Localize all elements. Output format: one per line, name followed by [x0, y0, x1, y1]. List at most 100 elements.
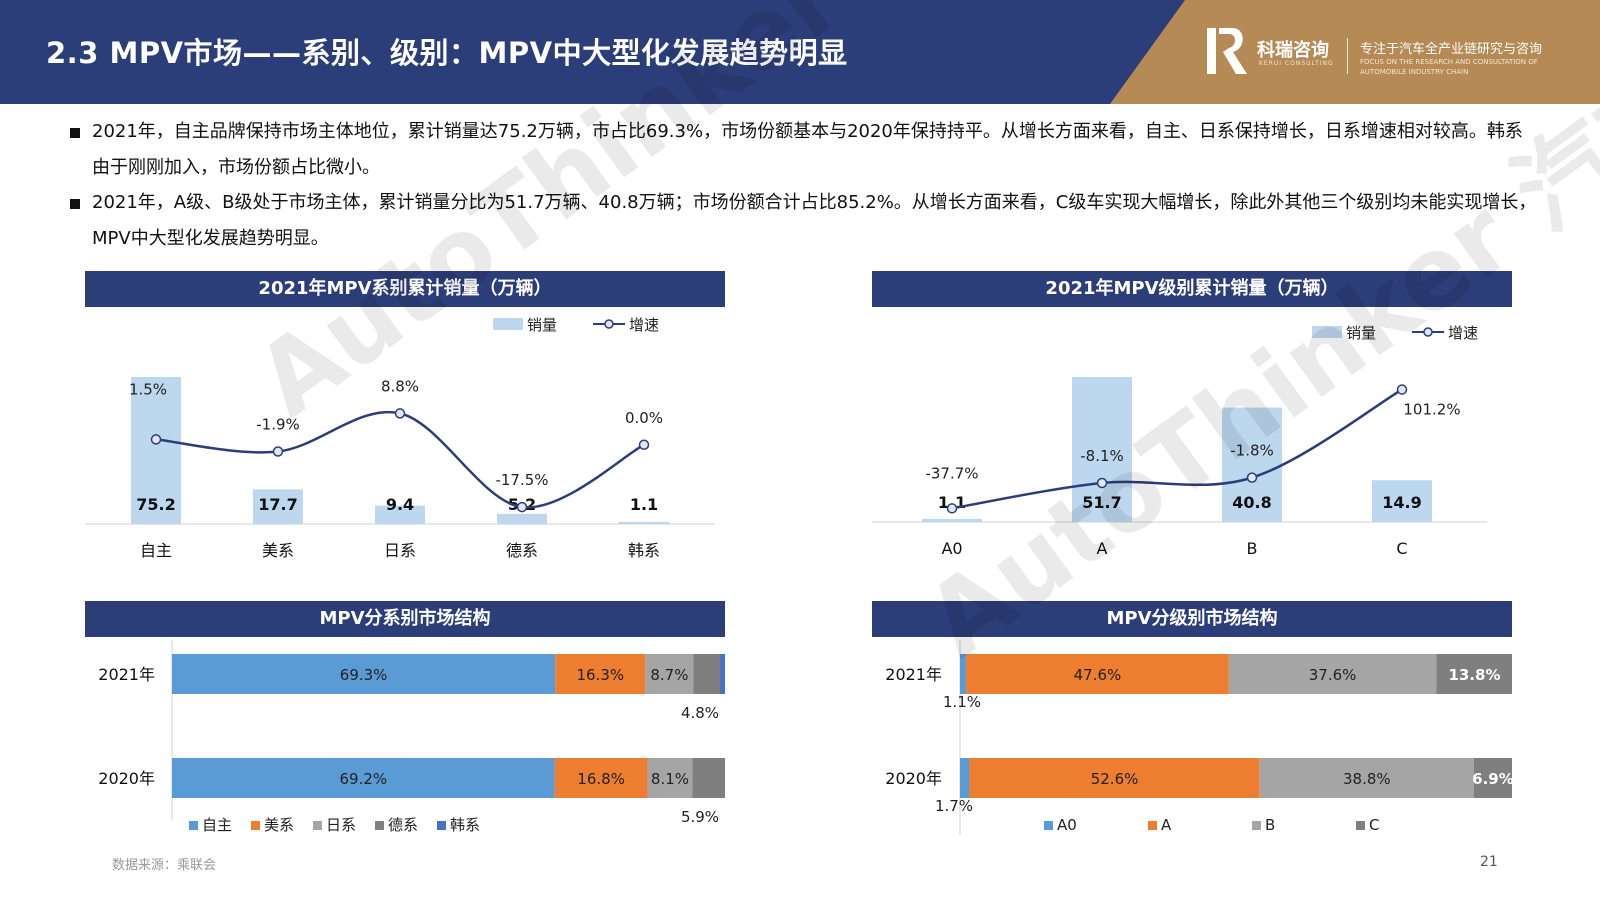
stack-segment: [647, 758, 693, 798]
bullet-2-text: 2021年，A级、B级处于市场主体，累计销量分比为51.7万辆、40.8万辆；市…: [92, 192, 1537, 249]
bullet-square-icon: [70, 128, 80, 138]
segment-label: 52.6%: [1091, 770, 1139, 788]
stack-segment: [645, 654, 694, 694]
stack-segment: [554, 758, 648, 798]
stack-segment: [969, 758, 1260, 798]
legend-label: 日系: [326, 816, 356, 834]
legend-label: 增速: [629, 316, 659, 334]
segment-label: 37.6%: [1309, 666, 1357, 684]
stack-segment: [693, 654, 721, 694]
segment-label: 16.3%: [576, 666, 624, 684]
bullet-1: 2021年，自主品牌保持市场主体地位，累计销量达75.2万辆，市占比69.3%，…: [70, 114, 1540, 186]
legend-marker: [604, 319, 614, 329]
category-label: 美系: [262, 541, 294, 560]
growth-point: [638, 439, 650, 450]
growth-point: [1396, 384, 1408, 395]
page-title: 2.3 MPV市场——系别、级别：MPV中大型化发展趋势明显: [46, 36, 848, 70]
category-label: 2020年: [885, 769, 942, 788]
category-label: 2020年: [98, 769, 155, 788]
tagline-english: FOCUS ON THE RESEARCH AND CONSULTATION O…: [1360, 58, 1538, 76]
legend-swatch: [251, 821, 260, 830]
stack-segment: [1228, 654, 1437, 694]
category-label: A: [1097, 539, 1108, 558]
growth-label: 0.0%: [625, 409, 663, 427]
category-label: 德系: [506, 541, 538, 560]
panel-title-origin-structure: MPV分系别市场结构: [85, 601, 725, 637]
growth-label: -1.9%: [256, 416, 300, 434]
category-label: 2021年: [885, 665, 942, 684]
stack-segment: [966, 654, 1229, 694]
segment-label: 16.8%: [577, 770, 625, 788]
stack-segment: [960, 654, 967, 694]
segment-label: 5.9%: [681, 808, 719, 826]
bar: [619, 521, 669, 524]
growth-line: [155, 410, 645, 509]
growth-point: [1246, 472, 1258, 483]
legend-swatch: [437, 821, 446, 830]
category-label: C: [1396, 539, 1407, 558]
segment-label: 47.6%: [1074, 666, 1122, 684]
tagline: 专注于汽车全产业链研究与咨询: [1360, 42, 1543, 57]
legend-swatch: [1148, 821, 1157, 830]
growth-point: [516, 501, 528, 513]
chart-origin-sales: 销量增速75.2自主17.7美系9.4日系5.2德系1.1韩系1.5%-1.9%…: [85, 316, 715, 560]
growth-point: [946, 503, 958, 514]
bar-value-label: 9.4: [386, 495, 414, 514]
legend-swatch: [189, 821, 198, 830]
growth-point: [272, 446, 284, 457]
stack-segment: [692, 758, 725, 798]
stack-segment: [172, 654, 556, 694]
growth-label: -8.1%: [1080, 447, 1124, 465]
page-number: 21: [1480, 854, 1498, 870]
bullet-1-text: 2021年，自主品牌保持市场主体地位，累计销量达75.2万辆，市占比69.3%，…: [92, 121, 1523, 178]
kerui-logo-icon: [1207, 28, 1247, 74]
legend-label: A: [1161, 816, 1172, 834]
legend-swatch: [1356, 821, 1365, 830]
growth-label: -1.8%: [1230, 442, 1274, 460]
legend-label: 德系: [388, 816, 418, 834]
growth-point: [150, 434, 162, 445]
segment-label: 4.8%: [681, 704, 719, 722]
chart-origin-structure: 2021年 69.3% 16.3% 8.7% 4.8% 2020年 69.2% 16.8% 8.…: [98, 640, 725, 834]
bar-value-label: 40.8: [1232, 493, 1271, 512]
bar: [922, 518, 982, 522]
bar: [131, 377, 181, 524]
stack-segment: [1436, 654, 1512, 694]
legend-swatch-bar: [1312, 326, 1342, 338]
stack-segment: [720, 654, 725, 694]
growth-point: [1096, 477, 1108, 489]
legend-label: 销量: [1346, 324, 1376, 342]
legend-swatch-bar: [493, 318, 523, 330]
legend-label: A0: [1057, 816, 1077, 834]
legend-swatch: [1044, 821, 1053, 830]
category-label: 2021年: [98, 665, 155, 684]
bar: [375, 505, 425, 524]
segment-label: 1.1%: [943, 693, 981, 711]
growth-label: -37.7%: [925, 464, 978, 482]
growth-label: 1.5%: [129, 380, 167, 398]
segment-label: 1.7%: [935, 797, 973, 815]
legend-label: 自主: [202, 816, 232, 834]
stack-segment: [555, 654, 646, 694]
segment-label: 8.1%: [651, 770, 689, 788]
segment-label: 69.2%: [340, 770, 388, 788]
category-label: A0: [941, 539, 962, 558]
bar: [1372, 480, 1432, 522]
legend-swatch: [375, 821, 384, 830]
bar: [1072, 377, 1132, 522]
stack-segment: [1259, 758, 1474, 798]
category-label: B: [1247, 539, 1258, 558]
logo-subtitle: KERUI CONSULTING: [1259, 60, 1334, 67]
category-label: 日系: [384, 541, 416, 560]
bullet-2: 2021年，A级、B级处于市场主体，累计销量分比为51.7万辆、40.8万辆；市…: [70, 185, 1540, 257]
bar-value-label: 51.7: [1082, 493, 1121, 512]
legend-label: B: [1265, 816, 1275, 834]
legend-label: 增速: [1448, 324, 1478, 342]
growth-label: 8.8%: [381, 377, 419, 395]
bar-value-label: 75.2: [136, 495, 175, 514]
bullet-square-icon: [70, 199, 80, 209]
stack-segment: [1473, 758, 1512, 798]
growth-line: [951, 388, 1403, 510]
